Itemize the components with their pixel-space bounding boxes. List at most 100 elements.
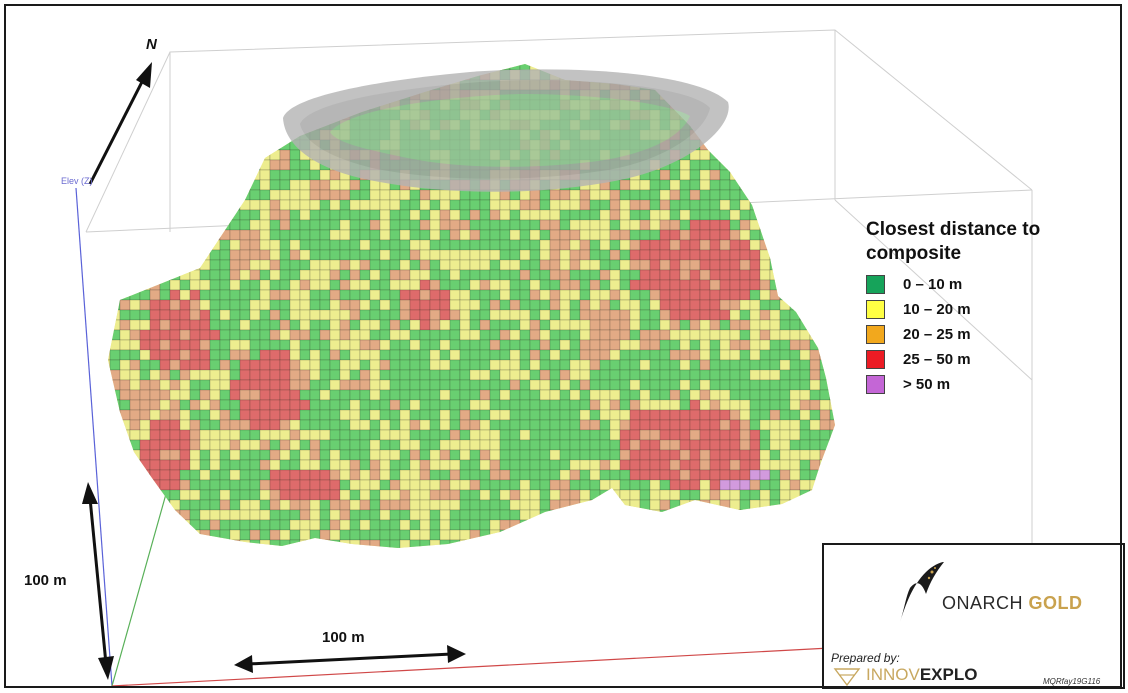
block-cell [108,329,111,341]
block-cell [409,469,421,481]
block-cell [699,539,711,548]
block-cell [229,169,241,181]
block-cell [719,369,731,381]
block-cell [459,409,471,421]
block-cell [519,479,531,491]
block-cell [149,319,161,331]
block-cell [199,209,211,221]
block-cell [799,319,811,331]
block-cell [829,499,835,511]
block-cell [199,389,211,401]
block-cell [749,239,761,251]
block-cell [139,349,151,361]
block-cell [159,339,171,351]
block-cell [299,449,311,461]
block-cell [109,89,121,101]
block-cell [269,509,281,521]
block-cell [579,64,591,71]
block-cell [399,339,411,351]
block-cell [649,269,661,281]
block-cell [409,369,421,381]
block-cell [189,239,201,251]
block-cell [549,389,561,401]
block-cell [769,539,781,548]
block-cell [789,319,801,331]
block-cell [539,249,551,261]
block-cell [259,349,271,361]
block-cell [729,129,741,141]
block-cell [829,359,835,371]
block-cell [149,349,161,361]
block-cell [259,159,271,171]
block-cell [639,509,651,521]
block-cell [829,369,835,381]
block-cell [529,359,541,371]
block-cell [159,479,171,491]
block-cell [439,199,451,211]
block-cell [689,349,701,361]
block-cell [769,459,781,471]
block-cell [789,339,801,351]
block-cell [309,199,321,211]
block-cell [639,429,651,441]
block-cell [380,550,390,560]
block-cell [560,550,570,560]
block-cell [819,239,831,251]
block-cell [108,349,111,361]
block-cell [329,329,341,341]
block-cell [209,149,221,161]
block-cell [399,229,411,241]
block-cell [199,199,211,211]
block-cell [749,64,761,71]
block-cell [119,249,131,261]
block-cell [519,519,531,531]
block-cell [819,489,831,501]
block-cell [519,349,531,361]
block-cell [449,189,461,201]
block-cell [819,179,831,191]
block-cell [489,429,501,441]
block-cell [179,459,191,471]
block-cell [599,379,611,391]
block-cell [719,69,731,81]
block-cell [489,519,501,531]
block-cell [399,269,411,281]
block-cell [629,389,641,401]
block-cell [259,149,271,161]
block-cell [349,499,361,511]
block-cell [709,169,721,181]
block-cell [349,64,361,71]
block-cell [189,389,201,401]
block-cell [579,469,591,481]
block-cell [409,229,421,241]
block-cell [509,199,521,211]
block-cell [489,479,501,491]
block-cell [629,349,641,361]
block-cell [199,119,211,131]
legend-label: > 50 m [903,376,951,393]
block-cell [649,359,661,371]
block-cell [599,299,611,311]
block-cell [689,509,701,521]
block-cell [619,519,631,531]
legend-swatch-orange [866,325,885,344]
block-cell [709,239,721,251]
block-cell [739,229,751,241]
block-cell [359,479,371,491]
block-cell [759,469,771,481]
block-cell [189,189,201,201]
block-cell [119,479,131,491]
block-cell [309,439,321,451]
block-cell [129,239,141,251]
block-cell [699,249,711,261]
block-cell [669,479,681,491]
block-cell [439,239,451,251]
block-cell [139,279,151,291]
block-cell [779,339,791,351]
block-cell [269,399,281,411]
block-cell [489,239,501,251]
block-cell [449,219,461,231]
block-cell [539,229,551,241]
block-cell [249,169,261,181]
block-cell [489,299,501,311]
